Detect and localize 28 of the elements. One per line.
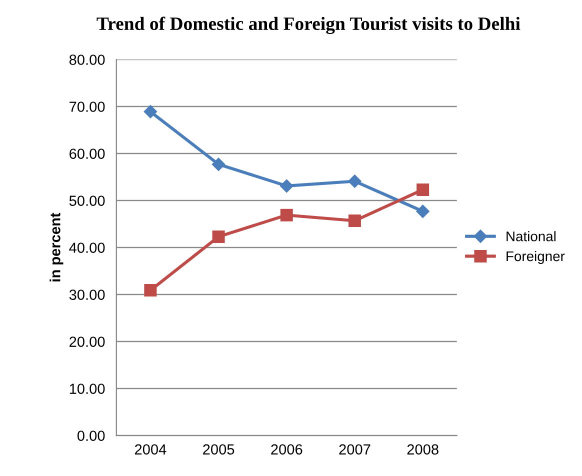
y-tick-label: 30.00 [69, 290, 105, 300]
point [416, 204, 430, 218]
legend-label: National [506, 231, 556, 242]
y-tick-label: 10.00 [70, 384, 105, 394]
y-tick-label: 20.00 [70, 336, 105, 347]
point [212, 158, 226, 171]
y-tick-label: 50.00 [69, 196, 105, 206]
x-tick-label: 2008 [407, 444, 438, 455]
point [280, 208, 293, 222]
point [144, 105, 158, 118]
point [212, 230, 225, 243]
chart-title: Trend of Domestic and Foreign Tourist visits to Delhi [96, 16, 520, 34]
legend-label: Foreigner [506, 250, 565, 264]
point [348, 214, 361, 227]
x-tick-label: 2004 [134, 444, 166, 455]
x-tick-label: 2005 [203, 444, 234, 455]
y-axis-title: in percent [50, 212, 64, 282]
point [144, 284, 157, 297]
y-tick-label: 70.00 [70, 102, 105, 112]
point [280, 179, 294, 193]
y-tick-label: 40.00 [69, 242, 105, 253]
x-tick-label: 2006 [271, 444, 302, 455]
y-tick-label: 80.00 [69, 54, 105, 65]
point [348, 174, 362, 188]
point [416, 183, 430, 196]
x-tick-label: 2007 [339, 444, 370, 455]
y-tick-label: 60.00 [70, 148, 105, 159]
y-tick-label: 0.00 [77, 430, 105, 441]
